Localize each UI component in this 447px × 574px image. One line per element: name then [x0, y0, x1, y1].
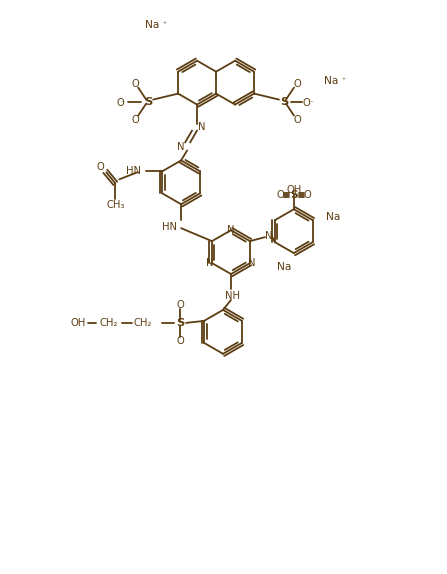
Text: OH: OH	[71, 318, 86, 328]
Text: N: N	[227, 225, 235, 235]
Text: S: S	[144, 96, 152, 107]
Text: NH: NH	[225, 291, 240, 301]
Text: N: N	[177, 142, 185, 153]
Text: ⁺: ⁺	[342, 77, 346, 84]
Text: Na: Na	[145, 20, 160, 30]
Text: OH: OH	[286, 185, 301, 195]
Text: S: S	[290, 191, 298, 200]
Text: ⁻: ⁻	[120, 100, 124, 107]
Text: O: O	[176, 300, 184, 310]
Text: S: S	[280, 96, 288, 107]
Text: Na: Na	[325, 212, 340, 222]
Text: N: N	[248, 258, 256, 268]
Text: O: O	[176, 336, 184, 346]
Text: O: O	[116, 98, 124, 107]
Text: Na: Na	[325, 76, 339, 86]
Text: N: N	[206, 258, 214, 268]
Text: CH₂: CH₂	[133, 318, 152, 328]
Text: CH₃: CH₃	[106, 200, 124, 210]
Text: ⁺: ⁺	[162, 22, 166, 28]
Text: CH₂: CH₂	[99, 318, 118, 328]
Text: N: N	[265, 231, 273, 241]
Text: O: O	[131, 115, 139, 125]
Text: HN: HN	[126, 166, 141, 176]
Text: O: O	[302, 98, 310, 107]
Text: O: O	[293, 79, 301, 88]
Text: O: O	[131, 79, 139, 88]
Text: O: O	[293, 115, 301, 125]
Text: O: O	[97, 162, 104, 172]
Text: N: N	[198, 122, 206, 131]
Text: O: O	[276, 191, 284, 200]
Text: HN: HN	[162, 222, 177, 232]
Text: S: S	[176, 318, 184, 328]
Text: O: O	[304, 191, 312, 200]
Text: Na: Na	[277, 262, 291, 272]
Text: ⁻: ⁻	[310, 100, 314, 107]
